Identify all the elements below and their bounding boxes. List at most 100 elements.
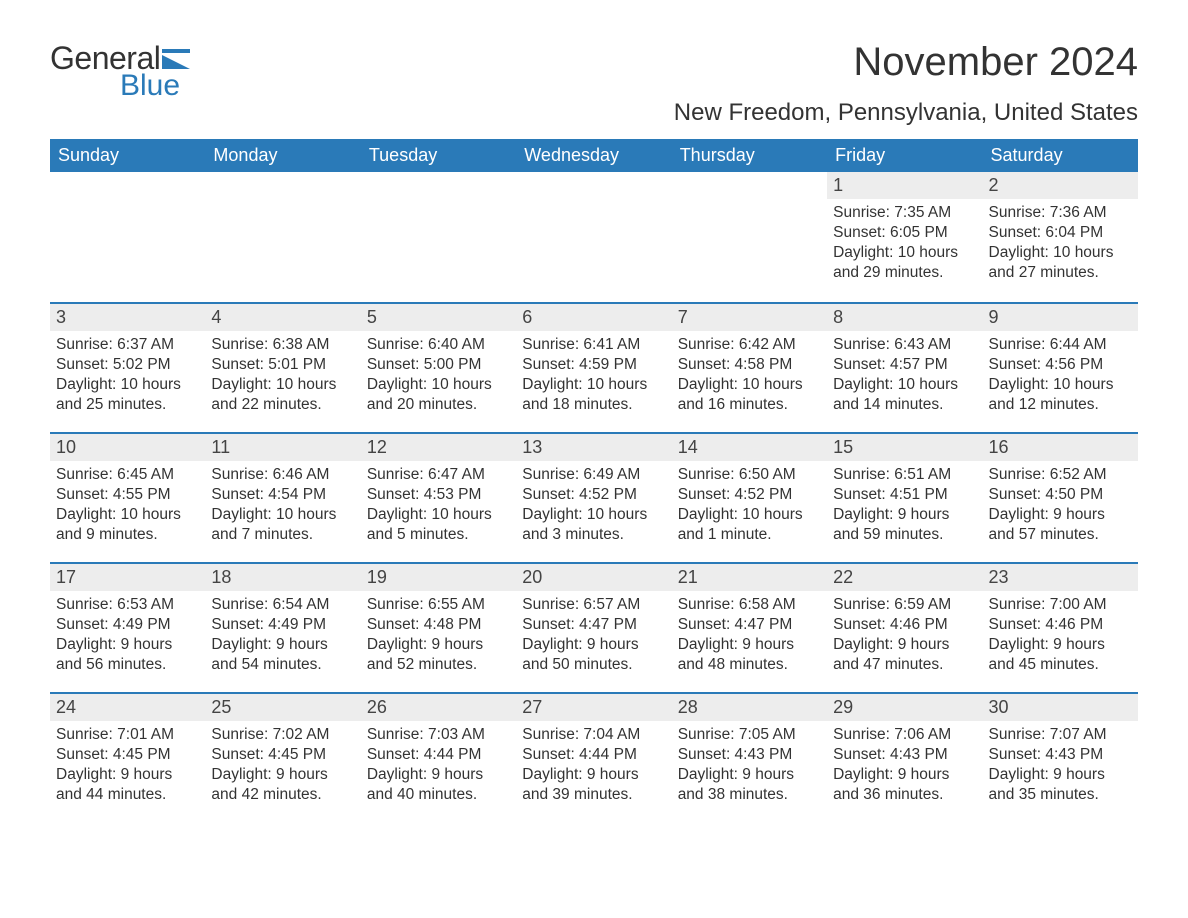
day-number: 10 — [50, 434, 205, 461]
sunset-line: Sunset: 4:43 PM — [678, 745, 821, 765]
sunset-line: Sunset: 4:44 PM — [522, 745, 665, 765]
weekday-thursday: Thursday — [672, 139, 827, 172]
daylight-line: Daylight: 10 hours — [833, 375, 976, 395]
daylight-line: and 47 minutes. — [833, 655, 976, 675]
title-block: November 2024 New Freedom, Pennsylvania,… — [674, 40, 1138, 127]
daylight-line: Daylight: 9 hours — [367, 765, 510, 785]
daylight-line: Daylight: 9 hours — [833, 635, 976, 655]
day-cell: 11Sunrise: 6:46 AMSunset: 4:54 PMDayligh… — [205, 434, 360, 562]
daylight-line: Daylight: 9 hours — [367, 635, 510, 655]
day-number: 24 — [50, 694, 205, 721]
sunset-line: Sunset: 4:52 PM — [678, 485, 821, 505]
daylight-line: Daylight: 9 hours — [211, 765, 354, 785]
day-cell: 24 Sunrise: 7:01 AMSunset: 4:45 PMDayligh… — [50, 694, 205, 822]
day-number: 17 — [50, 564, 205, 591]
sunrise-line: Sunrise: 6:55 AM — [367, 595, 510, 615]
daylight-line: and 16 minutes. — [678, 395, 821, 415]
day-cell: 9Sunrise: 6:44 AMSunset: 4:56 PMDaylight… — [983, 304, 1138, 432]
daylight-line: and 59 minutes. — [833, 525, 976, 545]
sunrise-line: Sunrise: 7:36 AM — [989, 203, 1132, 223]
sunrise-line: Sunrise: 7:02 AM — [211, 725, 354, 745]
day-number: 21 — [672, 564, 827, 591]
day-number: 18 — [205, 564, 360, 591]
empty-cell — [361, 172, 516, 302]
daylight-line: Daylight: 10 hours — [211, 375, 354, 395]
daylight-line: and 25 minutes. — [56, 395, 199, 415]
daylight-line: Daylight: 9 hours — [678, 635, 821, 655]
sunrise-line: Sunrise: 6:51 AM — [833, 465, 976, 485]
weekday-monday: Monday — [205, 139, 360, 172]
sunrise-line: Sunrise: 6:42 AM — [678, 335, 821, 355]
day-number: 4 — [205, 304, 360, 331]
logo: General Blue — [50, 40, 190, 103]
day-number: 3 — [50, 304, 205, 331]
day-cell: 7Sunrise: 6:42 AMSunset: 4:58 PMDaylight… — [672, 304, 827, 432]
sunset-line: Sunset: 4:44 PM — [367, 745, 510, 765]
sunset-line: Sunset: 4:49 PM — [56, 615, 199, 635]
day-number: 13 — [516, 434, 671, 461]
day-number: 26 — [361, 694, 516, 721]
sunrise-line: Sunrise: 6:59 AM — [833, 595, 976, 615]
day-cell: 21Sunrise: 6:58 AMSunset: 4:47 PMDayligh… — [672, 564, 827, 692]
day-cell: 23Sunrise: 7:00 AMSunset: 4:46 PMDayligh… — [983, 564, 1138, 692]
day-cell: 6Sunrise: 6:41 AMSunset: 4:59 PMDaylight… — [516, 304, 671, 432]
sunset-line: Sunset: 5:01 PM — [211, 355, 354, 375]
day-cell: 8 Sunrise: 6:43 AMSunset: 4:57 PMDaylight… — [827, 304, 982, 432]
daylight-line: Daylight: 10 hours — [989, 243, 1132, 263]
sunset-line: Sunset: 4:48 PM — [367, 615, 510, 635]
daylight-line: and 42 minutes. — [211, 785, 354, 805]
daylight-line: and 50 minutes. — [522, 655, 665, 675]
daylight-line: Daylight: 9 hours — [56, 765, 199, 785]
daylight-line: Daylight: 10 hours — [989, 375, 1132, 395]
sunrise-line: Sunrise: 6:44 AM — [989, 335, 1132, 355]
sunrise-line: Sunrise: 7:07 AM — [989, 725, 1132, 745]
daylight-line: and 44 minutes. — [56, 785, 199, 805]
daylight-line: and 18 minutes. — [522, 395, 665, 415]
day-cell: 13Sunrise: 6:49 AMSunset: 4:52 PMDayligh… — [516, 434, 671, 562]
daylight-line: and 57 minutes. — [989, 525, 1132, 545]
sunrise-line: Sunrise: 6:43 AM — [833, 335, 976, 355]
sunset-line: Sunset: 4:57 PM — [833, 355, 976, 375]
daylight-line: and 56 minutes. — [56, 655, 199, 675]
sunrise-line: Sunrise: 7:01 AM — [56, 725, 199, 745]
sunset-line: Sunset: 4:46 PM — [833, 615, 976, 635]
flag-icon — [162, 49, 190, 69]
day-cell: 3Sunrise: 6:37 AMSunset: 5:02 PMDaylight… — [50, 304, 205, 432]
empty-cell — [672, 172, 827, 302]
daylight-line: Daylight: 9 hours — [522, 765, 665, 785]
daylight-line: Daylight: 9 hours — [211, 635, 354, 655]
daylight-line: and 45 minutes. — [989, 655, 1132, 675]
day-number: 8 — [827, 304, 982, 331]
sunset-line: Sunset: 4:43 PM — [989, 745, 1132, 765]
daylight-line: and 40 minutes. — [367, 785, 510, 805]
day-number: 7 — [672, 304, 827, 331]
sunset-line: Sunset: 4:58 PM — [678, 355, 821, 375]
day-number: 22 — [827, 564, 982, 591]
daylight-line: and 35 minutes. — [989, 785, 1132, 805]
sunrise-line: Sunrise: 6:50 AM — [678, 465, 821, 485]
daylight-line: and 7 minutes. — [211, 525, 354, 545]
sunset-line: Sunset: 4:45 PM — [211, 745, 354, 765]
daylight-line: Daylight: 9 hours — [989, 635, 1132, 655]
day-cell: 15Sunrise: 6:51 AMSunset: 4:51 PMDayligh… — [827, 434, 982, 562]
day-number: 9 — [983, 304, 1138, 331]
sunrise-line: Sunrise: 6:38 AM — [211, 335, 354, 355]
sunrise-line: Sunrise: 7:06 AM — [833, 725, 976, 745]
calendar: SundayMondayTuesdayWednesdayThursdayFrid… — [50, 139, 1138, 822]
sunset-line: Sunset: 5:00 PM — [367, 355, 510, 375]
day-number: 6 — [516, 304, 671, 331]
sunset-line: Sunset: 4:45 PM — [56, 745, 199, 765]
sunrise-line: Sunrise: 6:54 AM — [211, 595, 354, 615]
day-cell: 30Sunrise: 7:07 AMSunset: 4:43 PMDayligh… — [983, 694, 1138, 822]
weekday-sunday: Sunday — [50, 139, 205, 172]
sunset-line: Sunset: 5:02 PM — [56, 355, 199, 375]
day-cell: 19Sunrise: 6:55 AMSunset: 4:48 PMDayligh… — [361, 564, 516, 692]
daylight-line: Daylight: 9 hours — [56, 635, 199, 655]
week-row: 1Sunrise: 7:35 AMSunset: 6:05 PMDaylight… — [50, 172, 1138, 302]
empty-cell — [205, 172, 360, 302]
sunrise-line: Sunrise: 7:00 AM — [989, 595, 1132, 615]
weeks-container: 1Sunrise: 7:35 AMSunset: 6:05 PMDaylight… — [50, 172, 1138, 822]
day-number: 27 — [516, 694, 671, 721]
sunset-line: Sunset: 6:05 PM — [833, 223, 976, 243]
day-number: 1 — [827, 172, 982, 199]
